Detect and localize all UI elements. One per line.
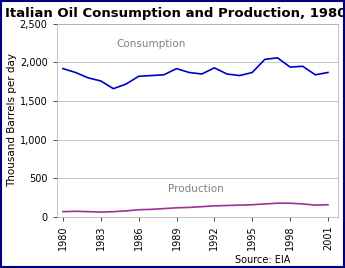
Title: Italian Oil Consumption and Production, 1980-2001: Italian Oil Consumption and Production, … — [6, 7, 345, 20]
Y-axis label: Thousand Barrels per day: Thousand Barrels per day — [7, 53, 17, 187]
Text: Source: EIA: Source: EIA — [235, 255, 290, 265]
Text: Consumption: Consumption — [117, 39, 186, 49]
Text: Production: Production — [168, 184, 223, 194]
